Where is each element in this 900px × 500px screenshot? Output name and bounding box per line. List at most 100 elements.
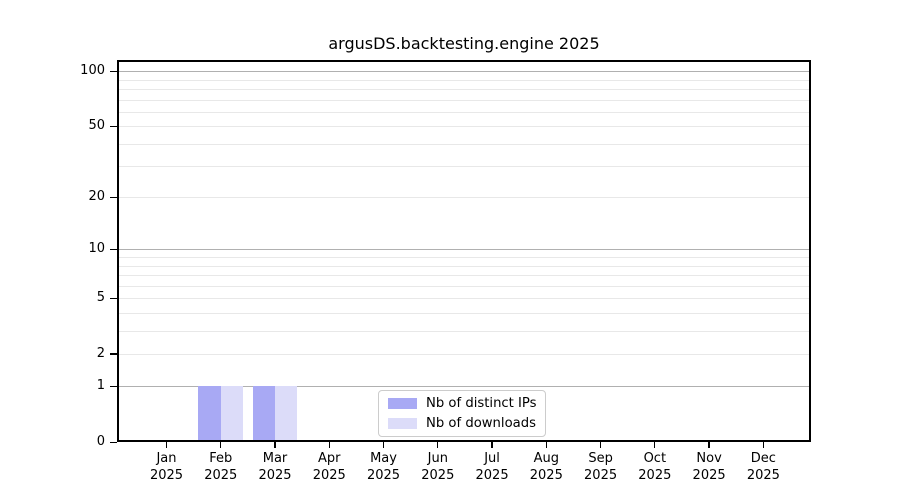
y-axis-tick-label: 20	[88, 189, 105, 205]
legend-label-downloads: Nb of downloads	[426, 416, 536, 431]
bar-distinct-ips	[198, 386, 221, 442]
x-axis-tick	[382, 442, 385, 448]
x-tick-month: Aug	[533, 451, 559, 466]
x-tick-year: 2025	[584, 468, 618, 483]
x-axis-tick-label: Mar 2025	[243, 450, 307, 484]
x-axis-tick-label: Nov 2025	[677, 450, 741, 484]
x-tick-year: 2025	[475, 468, 509, 483]
x-axis-tick	[165, 442, 168, 448]
y-axis-tick-label: 0	[96, 434, 105, 449]
x-tick-month: Nov	[696, 451, 722, 466]
plot-spine-right	[809, 60, 811, 442]
gridline-major	[117, 249, 811, 251]
x-axis-tick	[654, 442, 656, 448]
x-axis-tick	[328, 442, 330, 448]
x-axis-tick	[545, 442, 547, 448]
legend-label-distinct-ips: Nb of distinct IPs	[426, 396, 537, 411]
x-axis-tick	[220, 442, 222, 448]
plot-spine-top	[117, 60, 811, 62]
gridline-minor	[117, 312, 811, 314]
x-tick-year: 2025	[204, 468, 238, 483]
gridline-minor	[117, 143, 811, 145]
x-axis-tick-label: Feb 2025	[189, 450, 253, 484]
x-axis-tick-label: Apr 2025	[297, 450, 361, 484]
y-axis-tick	[110, 297, 117, 299]
plot-spine-left	[117, 60, 119, 442]
x-tick-month: Apr	[318, 451, 341, 466]
gridline-major	[117, 386, 811, 388]
gridline-minor	[117, 298, 811, 300]
gridline-minor	[117, 79, 811, 81]
x-tick-year: 2025	[529, 468, 563, 483]
x-tick-year: 2025	[258, 468, 292, 483]
x-tick-month: Jan	[156, 451, 177, 466]
y-axis-tick	[110, 441, 117, 443]
legend-swatch-downloads-icon	[388, 418, 417, 429]
gridline-minor	[117, 353, 811, 355]
x-tick-month: Dec	[750, 451, 776, 466]
x-axis-tick-label: May 2025	[352, 450, 416, 484]
gridline-minor	[117, 166, 811, 168]
legend-item-distinct-ips: Nb of distinct IPs	[388, 396, 537, 411]
y-axis-tick	[110, 353, 117, 355]
bar-downloads	[220, 386, 244, 442]
plot-spine-bottom	[117, 440, 811, 442]
gridline-minor	[117, 126, 811, 128]
x-tick-month: Mar	[262, 451, 288, 466]
x-axis-tick-label: Jan 2025	[135, 450, 199, 484]
gridline-minor	[117, 285, 811, 287]
plot-area: Nb of distinct IPs Nb of downloads 0 1 2 5 1…	[80, 60, 811, 483]
x-axis-tick-label: Aug 2025	[514, 450, 578, 484]
x-tick-month: Feb	[209, 451, 233, 466]
gridline-minor	[117, 89, 811, 91]
x-tick-year: 2025	[746, 468, 780, 483]
x-axis-tick	[437, 442, 439, 448]
x-tick-month: Jul	[484, 451, 500, 466]
x-axis-tick-label: Sep 2025	[569, 450, 633, 484]
x-axis-tick-label: Jun 2025	[406, 450, 470, 484]
x-axis-tick-label: Oct 2025	[623, 450, 687, 484]
y-axis-tick-label: 10	[88, 241, 105, 257]
gridline-minor	[117, 265, 811, 267]
x-tick-month: May	[370, 451, 397, 466]
x-axis-tick-label: Jul 2025	[460, 450, 524, 484]
gridline-minor	[117, 197, 811, 199]
x-tick-month: Sep	[588, 451, 613, 466]
x-axis-tick	[491, 442, 493, 448]
chart-title: argusDS.backtesting.engine 2025	[328, 34, 600, 53]
gridline-minor	[117, 257, 811, 259]
x-tick-year: 2025	[312, 468, 346, 483]
y-axis-tick	[110, 196, 117, 199]
x-tick-year: 2025	[149, 468, 184, 483]
x-tick-month: Jun	[427, 451, 448, 466]
x-tick-year: 2025	[421, 468, 455, 483]
y-axis-tick	[110, 70, 117, 73]
gridline-minor	[117, 274, 811, 276]
gridline-minor	[117, 99, 811, 101]
bar-distinct-ips	[252, 386, 276, 442]
legend: Nb of distinct IPs Nb of downloads	[378, 390, 546, 437]
legend-item-downloads: Nb of downloads	[388, 416, 536, 431]
gridline-minor	[117, 330, 811, 332]
x-tick-year: 2025	[638, 468, 672, 483]
x-tick-year: 2025	[366, 468, 401, 483]
gridline-major	[117, 71, 811, 73]
y-axis-tick-label: 100	[80, 63, 105, 79]
x-tick-month: Oct	[643, 451, 667, 466]
x-axis-tick	[599, 442, 602, 448]
y-axis-tick	[110, 125, 117, 127]
x-axis-tick	[762, 442, 764, 448]
bar-downloads	[275, 386, 298, 442]
x-axis-tick	[708, 442, 710, 448]
x-tick-year: 2025	[692, 468, 726, 483]
y-axis-tick-label: 50	[88, 118, 105, 134]
x-axis-tick	[274, 442, 276, 448]
gridline-minor	[117, 111, 811, 113]
y-axis-tick-label: 5	[96, 290, 105, 306]
legend-swatch-distinct-ips-icon	[388, 398, 417, 409]
y-axis-tick	[110, 248, 117, 251]
y-axis-tick-label: 2	[96, 345, 105, 361]
x-axis-tick-label: Dec 2025	[731, 450, 795, 484]
y-axis-tick-label: 1	[96, 378, 105, 394]
